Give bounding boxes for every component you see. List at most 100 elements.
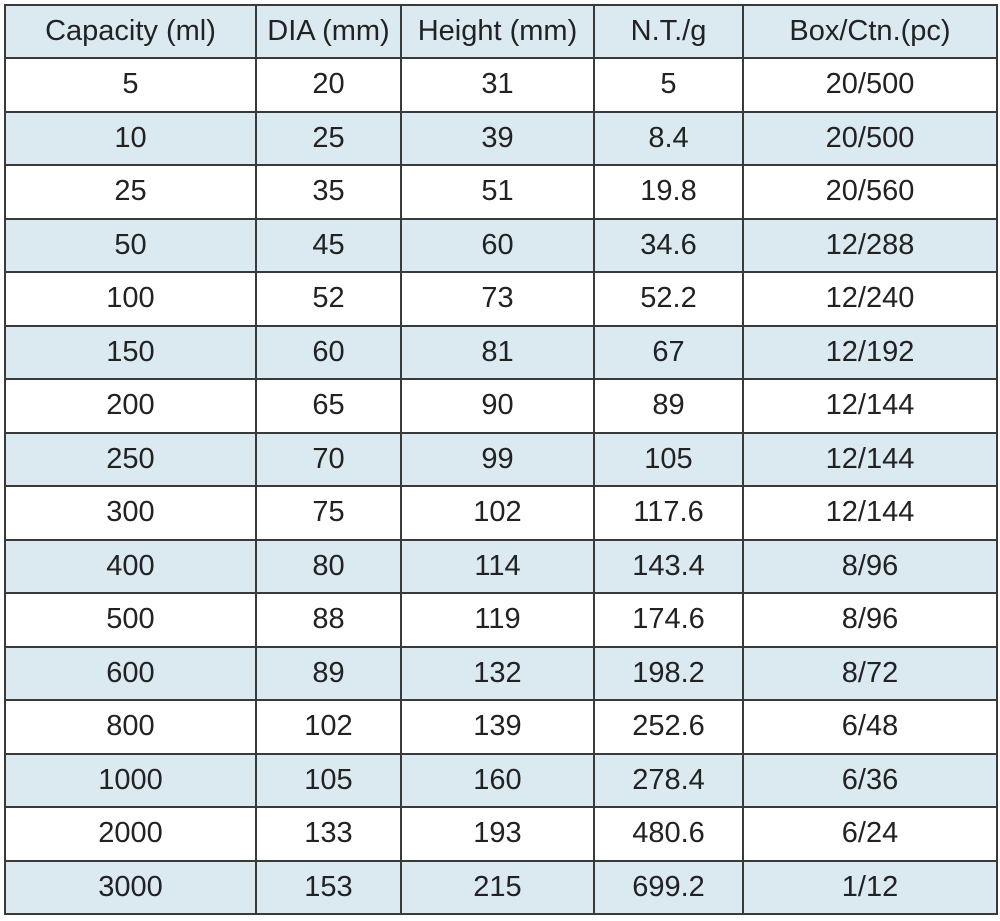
table-cell: 73 [400,271,595,327]
table-cell: 25 [4,164,257,220]
table-cell: 50 [4,217,257,273]
table-cell: 2000 [4,806,257,862]
table-cell: 114 [400,538,595,594]
header-cell: DIA (mm) [255,4,402,59]
table-cell: 200 [4,378,257,434]
table-row: 300 75 102 117.6 12/144 [4,485,998,541]
table-cell: 6/24 [742,806,998,862]
table-cell: 52 [255,271,402,327]
table-row: 800 102 139 252.6 6/48 [4,699,998,755]
header-cell: Height (mm) [400,4,595,59]
table-cell: 12/144 [742,431,998,487]
table-cell: 45 [255,217,402,273]
table-cell: 99 [400,431,595,487]
table-cell: 215 [400,859,595,915]
table-cell: 160 [400,752,595,808]
table-cell: 119 [400,592,595,648]
header-cell: Box/Ctn.(pc) [742,4,998,59]
table-cell: 75 [255,485,402,541]
spec-table: Capacity (ml) DIA (mm) Height (mm) N.T./g Bo… [4,4,998,915]
table-cell: 35 [255,164,402,220]
table-cell: 174.6 [593,592,744,648]
table-cell: 60 [255,324,402,380]
table-row: 5 20 31 5 20/500 [4,57,998,113]
table-cell: 12/240 [742,271,998,327]
table-cell: 600 [4,645,257,701]
table-cell: 300 [4,485,257,541]
header-row: Capacity (ml) DIA (mm) Height (mm) N.T./g Bo… [4,4,998,59]
table-cell: 102 [400,485,595,541]
table-cell: 150 [4,324,257,380]
table-row: 25 35 51 19.8 20/560 [4,164,998,220]
table-cell: 20/560 [742,164,998,220]
table-cell: 153 [255,859,402,915]
table-cell: 51 [400,164,595,220]
table-cell: 12/288 [742,217,998,273]
table-cell: 1/12 [742,859,998,915]
table-row: 2000 133 193 480.6 6/24 [4,806,998,862]
table-cell: 89 [593,378,744,434]
header-cell: N.T./g [593,4,744,59]
table-cell: 65 [255,378,402,434]
table-cell: 6/36 [742,752,998,808]
table-cell: 105 [255,752,402,808]
table-cell: 143.4 [593,538,744,594]
table-cell: 39 [400,110,595,166]
table-cell: 480.6 [593,806,744,862]
table-row: 1000 105 160 278.4 6/36 [4,752,998,808]
table-cell: 252.6 [593,699,744,755]
table-cell: 80 [255,538,402,594]
table-row: 500 88 119 174.6 8/96 [4,592,998,648]
table-cell: 133 [255,806,402,862]
table-cell: 8/96 [742,592,998,648]
table-cell: 800 [4,699,257,755]
table-cell: 88 [255,592,402,648]
table-cell: 20 [255,57,402,113]
table-cell: 12/144 [742,378,998,434]
table-cell: 90 [400,378,595,434]
table-cell: 10 [4,110,257,166]
table-cell: 20/500 [742,57,998,113]
table-cell: 1000 [4,752,257,808]
table-cell: 117.6 [593,485,744,541]
table-cell: 193 [400,806,595,862]
table-row: 250 70 99 105 12/144 [4,431,998,487]
table-row: 3000 153 215 699.2 1/12 [4,859,998,915]
table-cell: 105 [593,431,744,487]
table-cell: 198.2 [593,645,744,701]
table-cell: 6/48 [742,699,998,755]
table-row: 600 89 132 198.2 8/72 [4,645,998,701]
table-row: 200 65 90 89 12/144 [4,378,998,434]
table-cell: 5 [593,57,744,113]
table-cell: 8/96 [742,538,998,594]
table-cell: 70 [255,431,402,487]
header-cell: Capacity (ml) [4,4,257,59]
table-cell: 25 [255,110,402,166]
table-cell: 100 [4,271,257,327]
table-cell: 60 [400,217,595,273]
table-cell: 102 [255,699,402,755]
table-cell: 19.8 [593,164,744,220]
table-cell: 8/72 [742,645,998,701]
table-cell: 278.4 [593,752,744,808]
table-cell: 20/500 [742,110,998,166]
table-cell: 139 [400,699,595,755]
table-cell: 34.6 [593,217,744,273]
table-row: 100 52 73 52.2 12/240 [4,271,998,327]
table-cell: 3000 [4,859,257,915]
table-row: 50 45 60 34.6 12/288 [4,217,998,273]
table-cell: 400 [4,538,257,594]
table-cell: 5 [4,57,257,113]
table-cell: 31 [400,57,595,113]
table-cell: 699.2 [593,859,744,915]
table-row: 150 60 81 67 12/192 [4,324,998,380]
table-cell: 52.2 [593,271,744,327]
table-cell: 8.4 [593,110,744,166]
table-cell: 500 [4,592,257,648]
table-row: 400 80 114 143.4 8/96 [4,538,998,594]
table-cell: 250 [4,431,257,487]
table-cell: 12/192 [742,324,998,380]
table-cell: 89 [255,645,402,701]
table-cell: 67 [593,324,744,380]
